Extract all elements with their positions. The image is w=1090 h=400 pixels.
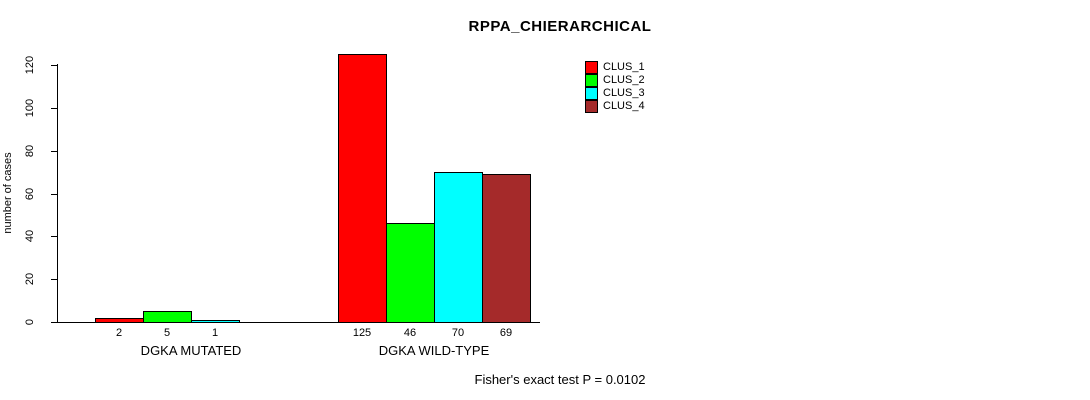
bar <box>143 311 192 323</box>
y-tick-mark <box>51 150 57 152</box>
y-tick-label: 80 <box>24 144 36 157</box>
bar-value-label: 125 <box>352 327 372 339</box>
y-tick-mark <box>51 322 57 323</box>
legend-item: CLUS_3 <box>585 87 645 100</box>
y-tick-label: 40 <box>24 230 36 243</box>
legend: CLUS_1 CLUS_2 CLUS_3 CLUS_4 <box>585 61 645 113</box>
bar-value-label: 69 <box>499 327 513 339</box>
legend-swatch <box>585 87 598 100</box>
legend-swatch <box>585 74 598 87</box>
y-tick-label: 20 <box>24 273 36 286</box>
legend-swatch <box>585 61 598 74</box>
legend-label: CLUS_4 <box>603 100 645 112</box>
y-tick-mark <box>51 107 57 109</box>
bar <box>95 317 144 323</box>
bar <box>386 223 435 323</box>
bar-value-label: 2 <box>115 327 123 339</box>
legend-label: CLUS_1 <box>603 61 645 73</box>
bar-value-label: 46 <box>403 327 417 339</box>
legend-label: CLUS_3 <box>603 87 645 99</box>
y-tick-label: 60 <box>24 187 36 200</box>
legend-item: CLUS_2 <box>585 74 645 87</box>
y-tick-mark <box>51 193 57 195</box>
bar <box>191 319 240 323</box>
legend-label: CLUS_2 <box>603 74 645 86</box>
group-label: DGKA WILD-TYPE <box>378 343 490 358</box>
legend-swatch <box>585 100 598 113</box>
bar-value-label: 1 <box>211 327 219 339</box>
group-label: DGKA MUTATED <box>140 343 242 358</box>
y-tick-mark <box>51 236 57 238</box>
bar <box>434 172 483 323</box>
bar <box>338 54 387 323</box>
bar <box>482 174 531 323</box>
chart-title: RPPA_CHIERARCHICAL <box>468 18 652 35</box>
y-axis-line <box>57 64 58 323</box>
y-tick-label: 0 <box>24 318 36 326</box>
stats-annotation: Fisher's exact test P = 0.0102 <box>474 372 646 387</box>
y-tick-mark <box>51 279 57 281</box>
bar-value-label: 70 <box>451 327 465 339</box>
legend-item: CLUS_4 <box>585 100 645 113</box>
bar-value-label: 5 <box>163 327 171 339</box>
legend-item: CLUS_1 <box>585 61 645 74</box>
y-tick-label: 100 <box>24 98 36 118</box>
x-axis-line <box>57 322 540 323</box>
y-tick-label: 120 <box>24 55 36 75</box>
y-tick-mark <box>51 65 57 66</box>
